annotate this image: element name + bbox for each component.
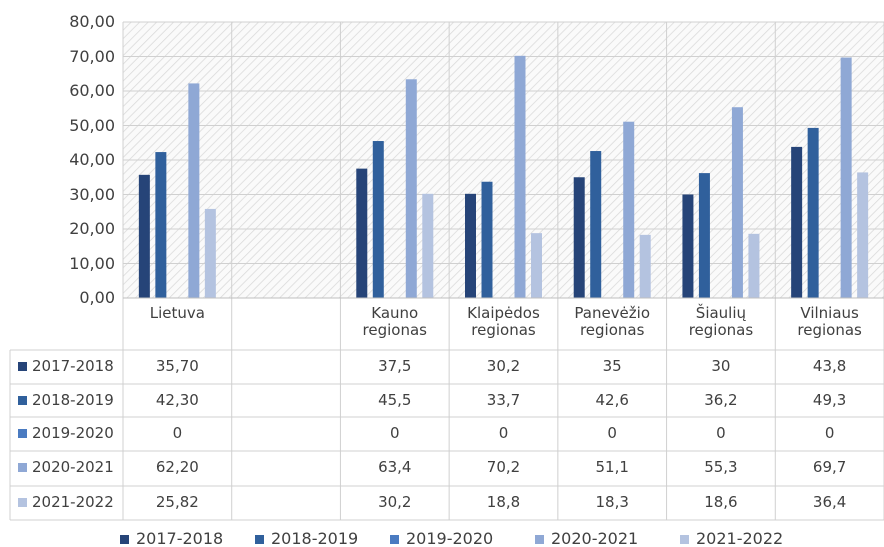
table-value: 36,2 <box>704 391 738 409</box>
table-legend-key <box>18 498 27 507</box>
table-value: 35 <box>602 357 622 375</box>
legend-key <box>255 535 264 544</box>
table-value: 0 <box>498 424 509 442</box>
legend-label: 2020-2021 <box>551 529 639 547</box>
table-legend-key <box>18 463 27 472</box>
bar <box>807 127 819 298</box>
bar <box>731 107 743 298</box>
bar <box>138 174 150 298</box>
table-value: 18,8 <box>486 493 521 511</box>
bar <box>405 79 417 299</box>
table-value: 0 <box>390 424 400 442</box>
bar <box>422 193 434 298</box>
legend-key <box>390 535 399 544</box>
bar <box>623 121 635 298</box>
bar <box>514 55 526 299</box>
bar <box>481 181 493 298</box>
bar <box>857 172 869 298</box>
table-value: 18,3 <box>595 493 629 511</box>
y-tick-label: 30,00 <box>69 184 115 204</box>
bar <box>155 152 167 298</box>
x-tick-label: Lietuva <box>149 304 205 322</box>
table-value: 37,5 <box>378 357 412 375</box>
table-value: 0 <box>172 424 183 442</box>
bar <box>590 151 602 298</box>
table-value: 42,30 <box>155 391 199 409</box>
table-value: 0 <box>824 424 835 442</box>
legend-label: 2019-2020 <box>406 529 494 547</box>
table-series-name: 2018-2019 <box>32 391 114 409</box>
y-tick-label: 40,00 <box>69 150 115 169</box>
y-tick-label: 0,00 <box>79 288 115 307</box>
legend-label: 2021-2022 <box>696 529 784 547</box>
x-tick-label: Šiaulių regionas <box>688 304 754 339</box>
table-series-name: 2021-2022 <box>32 493 114 511</box>
table-value: 49,3 <box>812 391 847 409</box>
bar <box>573 177 585 298</box>
table-value: 30 <box>711 357 731 375</box>
table-value: 69,7 <box>812 458 847 476</box>
table-value: 30,2 <box>378 493 412 511</box>
y-tick-label: 60,00 <box>69 81 115 100</box>
table-value: 18,6 <box>704 493 738 511</box>
table-series-name: 2020-2021 <box>32 458 114 476</box>
legend-label: 2017-2018 <box>136 529 224 547</box>
table-value: 0 <box>716 424 726 442</box>
y-tick-label: 70,00 <box>69 46 115 66</box>
bar <box>840 57 852 298</box>
bar <box>748 233 760 298</box>
bar <box>639 234 651 298</box>
bar <box>531 233 542 298</box>
x-tick-label: Vilniaus regionas <box>797 304 862 339</box>
bar <box>465 193 476 298</box>
x-tick-label: Klaipėdos regionas <box>467 304 540 339</box>
legend-key <box>535 535 544 544</box>
table-value: 25,82 <box>155 493 199 511</box>
legend-label: 2018-2019 <box>271 529 359 547</box>
table-value: 45,5 <box>378 391 412 409</box>
table-value: 43,8 <box>812 357 847 375</box>
table-value: 33,7 <box>486 391 521 409</box>
table-value: 36,4 <box>812 493 847 511</box>
x-tick-label: Kauno regionas <box>362 304 427 339</box>
bar <box>204 208 216 298</box>
legend-key <box>680 535 689 544</box>
table-legend-key <box>18 429 27 438</box>
table-legend-key <box>18 362 27 371</box>
bar <box>356 168 368 298</box>
table-value: 35,70 <box>155 357 199 375</box>
table-value: 70,2 <box>486 458 521 476</box>
table-series-name: 2019-2020 <box>32 424 114 442</box>
bar <box>372 141 384 298</box>
y-tick-label: 20,00 <box>69 219 115 238</box>
bar <box>791 146 803 298</box>
y-tick-label: 10,00 <box>69 253 115 273</box>
bar <box>698 173 710 298</box>
y-tick-label: 80,00 <box>69 12 115 31</box>
table-value: 55,3 <box>704 458 738 476</box>
table-series-name: 2017-2018 <box>32 357 114 375</box>
legend-key <box>120 535 129 544</box>
bar <box>682 194 694 298</box>
table-value: 0 <box>607 424 617 442</box>
table-legend-key <box>18 396 27 405</box>
x-tick-label: Panevėžio regionas <box>574 304 650 339</box>
y-tick-label: 50,00 <box>69 115 115 135</box>
table-value: 42,6 <box>595 391 629 409</box>
table-value: 51,1 <box>595 458 629 476</box>
table-value: 62,20 <box>155 458 199 476</box>
table-value: 30,2 <box>486 357 521 375</box>
bar <box>188 83 200 298</box>
table-value: 63,4 <box>378 458 412 476</box>
